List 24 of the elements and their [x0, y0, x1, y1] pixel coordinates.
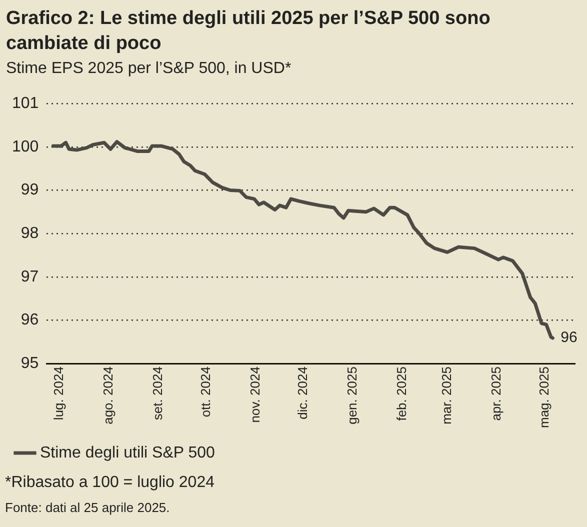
x-tick-label: mar. 2025 [438, 366, 454, 424]
chart-title: Grafico 2: Le stime degli utili 2025 per l’S&P 500 sono cambiate di poco [6, 7, 492, 56]
y-tick-label: 100 [12, 138, 39, 156]
x-tick-label: nov. 2024 [247, 366, 262, 423]
x-tick-label: set. 2024 [150, 366, 165, 420]
x-tick-label: ott. 2024 [198, 366, 213, 418]
x-tick-label: lug. 2024 [51, 366, 66, 420]
x-tick-label: feb. 2025 [394, 366, 410, 421]
legend-label: Stime degli utili S&P 500 [40, 444, 216, 462]
x-tick-label: ago. 2024 [100, 366, 116, 424]
source-note: Fonte: dati al 25 aprile 2025. [5, 500, 171, 515]
x-tick-label: mag. 2025 [536, 366, 552, 428]
y-tick-label: 97 [20, 268, 39, 286]
y-tick-label: 98 [20, 224, 39, 242]
x-tick-label: apr. 2025 [488, 366, 504, 421]
y-tick-label: 96 [20, 312, 39, 329]
annotation: 96 [560, 329, 578, 346]
x-tick-label: gen. 2025 [344, 366, 360, 424]
y-tick-label: 95 [20, 354, 39, 372]
chart-subtitle: Stime EPS 2025 per l’S&P 500, in USD* [6, 60, 292, 78]
y-tick-label: 99 [20, 182, 39, 199]
x-tick-label: dic. 2024 [295, 366, 310, 420]
y-tick-label: 101 [12, 95, 39, 112]
text: *Ribasato a 100 = luglio 2024 [5, 474, 214, 492]
